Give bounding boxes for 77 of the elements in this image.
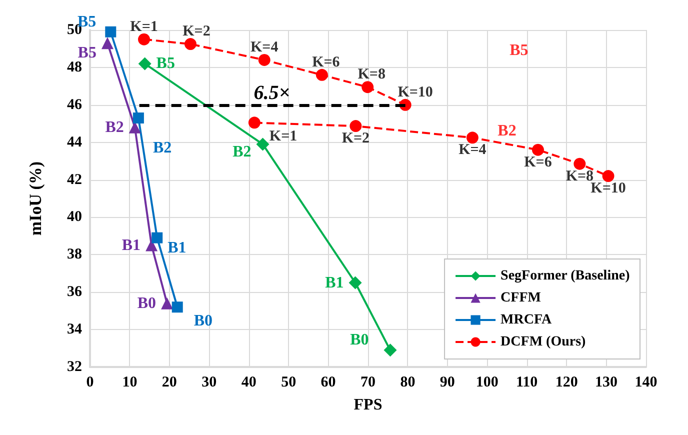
data-label: B0 <box>194 312 213 330</box>
y-tick-label: 40 <box>67 209 82 226</box>
x-axis-title: FPS <box>354 396 382 414</box>
point <box>132 112 144 124</box>
data-label: B2 <box>105 118 124 136</box>
x-tick-label: 120 <box>555 374 578 390</box>
point <box>466 132 478 144</box>
annotation: 6.5× <box>254 82 290 104</box>
y-tick-label: 34 <box>67 322 82 338</box>
y-axis-title: mIoU (%) <box>26 161 45 236</box>
x-tick-label: 30 <box>202 374 217 390</box>
data-label: B1 <box>122 236 141 254</box>
x-tick-label: 140 <box>634 374 658 390</box>
x-tick-label: 20 <box>162 374 177 390</box>
point <box>316 68 328 81</box>
y-tick-label: 36 <box>67 284 82 300</box>
point <box>138 57 152 70</box>
legend-label: DCFM (Ours) <box>500 334 586 350</box>
annotation: K=6 <box>524 154 552 170</box>
point <box>184 38 196 50</box>
data-label: B1 <box>325 274 344 292</box>
data-label: B2 <box>152 139 172 156</box>
point <box>146 239 158 252</box>
point <box>362 81 374 94</box>
point <box>161 297 174 310</box>
data-label: B5 <box>78 44 96 62</box>
x-tick-label: 90 <box>440 374 455 390</box>
y-tick-label: 42 <box>67 172 82 188</box>
point <box>602 170 614 182</box>
x-tick-label: 0 <box>86 374 94 390</box>
annotation: B2 <box>498 122 516 140</box>
annotation: K=1 <box>269 128 298 145</box>
point <box>101 37 114 50</box>
point <box>105 26 116 38</box>
point <box>532 144 544 156</box>
legend-label: SegFormer (Baseline) <box>500 268 630 284</box>
y-tick-label: 46 <box>67 96 82 113</box>
point <box>384 344 397 357</box>
y-tick-label: 32 <box>67 359 82 375</box>
annotation: K=10 <box>398 84 433 100</box>
annotation: B5 <box>510 42 528 60</box>
y-tick-label: 48 <box>67 59 82 76</box>
point <box>350 120 362 132</box>
point <box>258 54 270 66</box>
legend-label: CFFM <box>500 290 541 306</box>
data-label: B1 <box>168 239 186 256</box>
data-label: B2 <box>232 144 252 161</box>
x-tick-label: 40 <box>241 374 256 390</box>
x-tick-label: 10 <box>122 374 138 390</box>
point <box>256 138 270 151</box>
x-tick-label: 60 <box>320 374 336 390</box>
point <box>248 116 260 129</box>
x-tick-label: 110 <box>516 374 538 390</box>
data-label: B5 <box>156 55 175 72</box>
legend-label: MRCFA <box>500 312 552 328</box>
y-tick-label: 38 <box>67 246 82 263</box>
point <box>152 232 163 244</box>
annotation: K=10 <box>590 180 626 197</box>
annotation: K=1 <box>130 18 158 35</box>
annotation: K=2 <box>342 130 370 147</box>
data-label: B0 <box>350 332 369 349</box>
x-tick-label: 70 <box>360 374 376 390</box>
data-label: B0 <box>137 294 156 312</box>
x-tick-label: 130 <box>595 374 618 390</box>
x-tick-label: 50 <box>281 374 296 390</box>
y-tick-label: 44 <box>67 134 82 150</box>
annotation: K=4 <box>250 39 279 56</box>
annotation: K=6 <box>312 54 340 70</box>
x-tick-label: 80 <box>400 374 416 390</box>
annotation: K=8 <box>358 66 386 83</box>
point <box>348 276 362 290</box>
point <box>138 33 150 46</box>
annotation: K=2 <box>182 24 210 40</box>
point <box>574 158 586 170</box>
point <box>172 302 183 313</box>
annotation: K=4 <box>458 142 487 158</box>
x-tick-label: 100 <box>476 374 498 390</box>
